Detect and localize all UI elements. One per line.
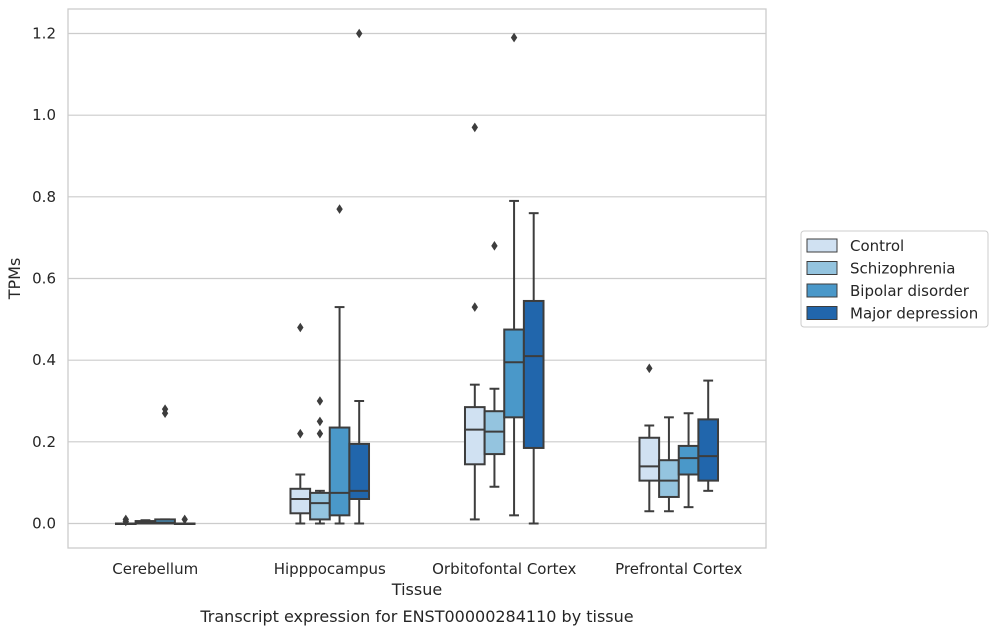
plot-frame <box>67 8 767 549</box>
outlier-point <box>316 428 324 439</box>
box-major-depression <box>173 514 196 525</box>
box-bipolar-disorder <box>328 204 351 525</box>
outlier-point <box>510 32 518 43</box>
legend-swatch <box>806 261 838 275</box>
box-major-depression <box>522 212 545 525</box>
outlier-point <box>355 28 363 39</box>
y-tick-label: 0.8 <box>32 188 56 206</box>
legend-label: Control <box>850 237 904 255</box>
box-bipolar-disorder <box>503 32 525 517</box>
outlier-point <box>471 122 479 133</box>
box-body <box>522 299 545 449</box>
legend-frame <box>800 230 989 328</box>
box-body <box>503 328 525 419</box>
outlier-point <box>316 416 324 427</box>
y-axis-label: TPMs <box>5 258 24 301</box>
box-schizophrenia <box>483 241 506 488</box>
outlier-point <box>646 363 653 374</box>
x-tick-label: Hipppocampus <box>274 560 386 578</box>
y-tick-labels: 0.0 0.2 0.4 0.6 0.8 1.0 1.2 <box>32 25 56 533</box>
box-body <box>697 418 720 482</box>
legend-swatch <box>806 238 838 253</box>
box-control <box>463 122 486 521</box>
y-tick-label: 0.2 <box>32 433 56 451</box>
box-schizophrenia <box>309 396 331 525</box>
box-groups <box>114 28 720 527</box>
box-control <box>114 514 137 527</box>
box-body <box>289 487 312 515</box>
box-body <box>483 410 506 456</box>
outlier-point <box>122 516 130 527</box>
y-tick-label: 1.2 <box>32 25 56 43</box>
box-body <box>348 442 371 500</box>
box-schizophrenia <box>658 416 680 513</box>
gridlines <box>68 32 766 525</box>
box-bipolar-disorder <box>154 404 176 525</box>
outlier-point <box>181 514 188 525</box>
box-body <box>677 444 700 476</box>
box-major-depression <box>348 28 371 525</box>
box-body <box>463 406 486 466</box>
y-tick-label: 0.0 <box>32 515 56 533</box>
outlier-point <box>491 241 498 251</box>
box-control <box>638 363 661 513</box>
x-tick-labels: Cerebellum Hipppocampus Orbitofontal Corte… <box>112 560 742 578</box>
y-tick-label: 1.0 <box>32 106 56 124</box>
box-schizophrenia <box>134 519 157 525</box>
outlier-point <box>471 302 479 312</box>
legend: Control Schizophrenia Bipolar disorder Majo… <box>800 230 989 328</box>
box-body <box>328 426 351 517</box>
x-tick-label: Prefrontal Cortex <box>615 560 742 578</box>
outlier-point <box>297 428 304 439</box>
box-body <box>309 491 331 521</box>
legend-label: Bipolar disorder <box>850 282 970 300</box>
y-tick-label: 0.6 <box>32 270 56 288</box>
x-axis-label: Tissue <box>391 580 442 599</box>
legend-swatch <box>806 283 838 298</box>
box-body <box>658 459 680 498</box>
box-bipolar-disorder <box>677 412 700 509</box>
outlier-point <box>316 396 324 406</box>
legend-label: Major depression <box>850 305 978 323</box>
box-control <box>289 322 312 525</box>
box-body <box>638 436 661 482</box>
legend-swatch <box>806 306 838 320</box>
outlier-point <box>297 322 304 333</box>
chart-caption: Transcript expression for ENST0000028411… <box>199 607 633 626</box>
outlier-point <box>336 204 343 214</box>
box-major-depression <box>697 379 720 492</box>
y-tick-label: 0.4 <box>32 351 56 369</box>
legend-label: Schizophrenia <box>850 260 955 278</box>
outlier-point <box>161 404 169 414</box>
x-tick-label: Cerebellum <box>112 560 198 578</box>
x-tick-label: Orbitofontal Cortex <box>432 560 576 578</box>
